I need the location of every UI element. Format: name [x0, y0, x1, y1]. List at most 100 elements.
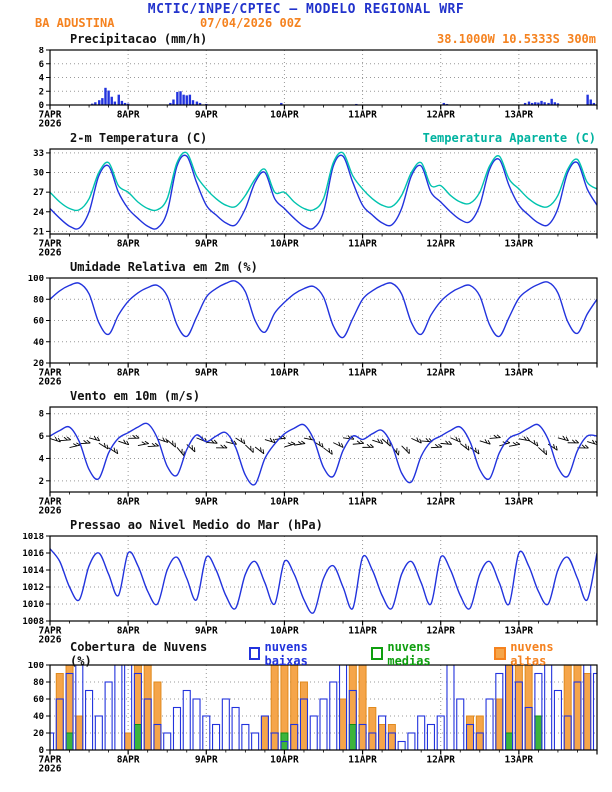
svg-text:80: 80	[33, 295, 44, 305]
svg-text:10APR: 10APR	[270, 497, 299, 508]
svg-text:10APR: 10APR	[270, 626, 299, 637]
svg-text:7APR: 7APR	[39, 110, 62, 121]
svg-text:8APR: 8APR	[117, 239, 140, 250]
humidity-title: Umidade Relativa em 2m (%)	[70, 259, 258, 274]
svg-text:9APR: 9APR	[195, 626, 218, 637]
svg-text:2026: 2026	[39, 764, 62, 775]
wind-title: Vento em 10m (m/s)	[70, 388, 201, 403]
svg-text:30: 30	[33, 169, 44, 179]
svg-text:8APR: 8APR	[117, 368, 140, 379]
svg-text:13APR: 13APR	[505, 110, 534, 121]
svg-text:60: 60	[33, 695, 44, 705]
svg-text:11APR: 11APR	[348, 368, 377, 379]
svg-text:8: 8	[39, 410, 44, 420]
svg-text:24: 24	[33, 208, 44, 218]
svg-text:9APR: 9APR	[195, 239, 218, 250]
svg-text:10APR: 10APR	[270, 239, 299, 250]
svg-text:2: 2	[39, 477, 44, 487]
svg-text:8APR: 8APR	[117, 110, 140, 121]
svg-text:13APR: 13APR	[505, 368, 534, 379]
svg-text:13APR: 13APR	[505, 239, 534, 250]
svg-text:13APR: 13APR	[505, 626, 534, 637]
svg-text:11APR: 11APR	[348, 755, 377, 766]
svg-text:2026: 2026	[39, 119, 62, 130]
svg-text:4: 4	[39, 74, 45, 84]
svg-text:27: 27	[33, 188, 44, 198]
svg-text:12APR: 12APR	[426, 626, 455, 637]
svg-text:100: 100	[28, 662, 44, 671]
svg-text:9APR: 9APR	[195, 497, 218, 508]
svg-text:13APR: 13APR	[505, 497, 534, 508]
legend-mid-clouds: nuvens medias	[371, 640, 480, 668]
svg-text:33: 33	[33, 149, 44, 159]
page-title: MCTIC/INPE/CPTEC — MODELO REGIONAL WRF	[147, 2, 465, 17]
svg-text:2026: 2026	[39, 635, 62, 646]
svg-text:9APR: 9APR	[195, 110, 218, 121]
svg-text:6: 6	[39, 60, 44, 70]
low-clouds-swatch-icon	[248, 647, 261, 660]
svg-text:20: 20	[33, 729, 44, 739]
svg-text:20: 20	[33, 359, 44, 369]
svg-text:1010: 1010	[22, 600, 44, 610]
svg-text:2026: 2026	[39, 377, 62, 388]
temperature-title: 2-m Temperatura (C)	[70, 130, 208, 145]
svg-text:12APR: 12APR	[426, 110, 455, 121]
run-datetime-label: 07/04/2026 00Z	[200, 16, 302, 30]
panel-wind: Vento em 10m (m/s) 2 4 6 8 7APR 2026 8APR 9APR 1…	[0, 387, 612, 516]
svg-text:2026: 2026	[39, 248, 62, 259]
svg-text:6: 6	[39, 432, 44, 442]
svg-text:1016: 1016	[22, 549, 44, 559]
svg-text:8APR: 8APR	[117, 626, 140, 637]
svg-text:40: 40	[33, 338, 44, 348]
page-header: MCTIC/INPE/CPTEC — MODELO REGIONAL WRF B…	[0, 0, 612, 30]
svg-text:8: 8	[39, 47, 44, 56]
svg-text:7APR: 7APR	[39, 239, 62, 250]
svg-text:7APR: 7APR	[39, 368, 62, 379]
svg-text:12APR: 12APR	[426, 755, 455, 766]
svg-text:7APR: 7APR	[39, 497, 62, 508]
svg-text:2: 2	[39, 87, 44, 97]
svg-text:9APR: 9APR	[195, 755, 218, 766]
location-label: 38.1000W 10.5333S 300m	[437, 31, 596, 46]
svg-text:8APR: 8APR	[117, 497, 140, 508]
svg-text:40: 40	[33, 712, 44, 722]
svg-text:12APR: 12APR	[426, 497, 455, 508]
panel-temperature: 2-m Temperatura (C) Temperatura Aparente…	[0, 129, 612, 258]
svg-text:13APR: 13APR	[505, 755, 534, 766]
high-clouds-swatch-icon	[494, 647, 507, 660]
station-label: BA ADUSTINA	[35, 16, 115, 30]
svg-text:12APR: 12APR	[426, 239, 455, 250]
legend-low-clouds: nuvens baixas	[248, 640, 358, 668]
panel-humidity: Umidade Relativa em 2m (%) 20 40 60 80 100 7A…	[0, 258, 612, 387]
svg-text:4: 4	[39, 454, 45, 464]
mid-clouds-swatch-icon	[371, 647, 384, 660]
svg-text:1018: 1018	[22, 533, 44, 542]
svg-text:11APR: 11APR	[348, 110, 377, 121]
svg-text:21: 21	[33, 227, 44, 237]
svg-text:7APR: 7APR	[39, 755, 62, 766]
precipitation-title: Precipitacao (mm/h)	[70, 31, 208, 46]
svg-text:10APR: 10APR	[270, 755, 299, 766]
pressure-title: Pressao ao Nivel Medio do Mar (hPa)	[70, 517, 323, 532]
panel-pressure: Pressao ao Nivel Medio do Mar (hPa) 1008…	[0, 516, 612, 645]
svg-text:12APR: 12APR	[426, 368, 455, 379]
svg-text:60: 60	[33, 317, 44, 327]
svg-text:8APR: 8APR	[117, 755, 140, 766]
svg-text:1012: 1012	[22, 583, 44, 593]
svg-text:10APR: 10APR	[270, 110, 299, 121]
clouds-title: Cobertura de Nuvens (%)	[70, 639, 208, 668]
svg-text:9APR: 9APR	[195, 368, 218, 379]
svg-text:11APR: 11APR	[348, 239, 377, 250]
apparent-temperature-label: Temperatura Aparente (C)	[422, 130, 596, 145]
svg-text:7APR: 7APR	[39, 626, 62, 637]
svg-text:1014: 1014	[22, 566, 44, 576]
svg-text:100: 100	[28, 275, 44, 284]
svg-text:2026: 2026	[39, 506, 62, 517]
svg-text:0: 0	[39, 101, 44, 111]
